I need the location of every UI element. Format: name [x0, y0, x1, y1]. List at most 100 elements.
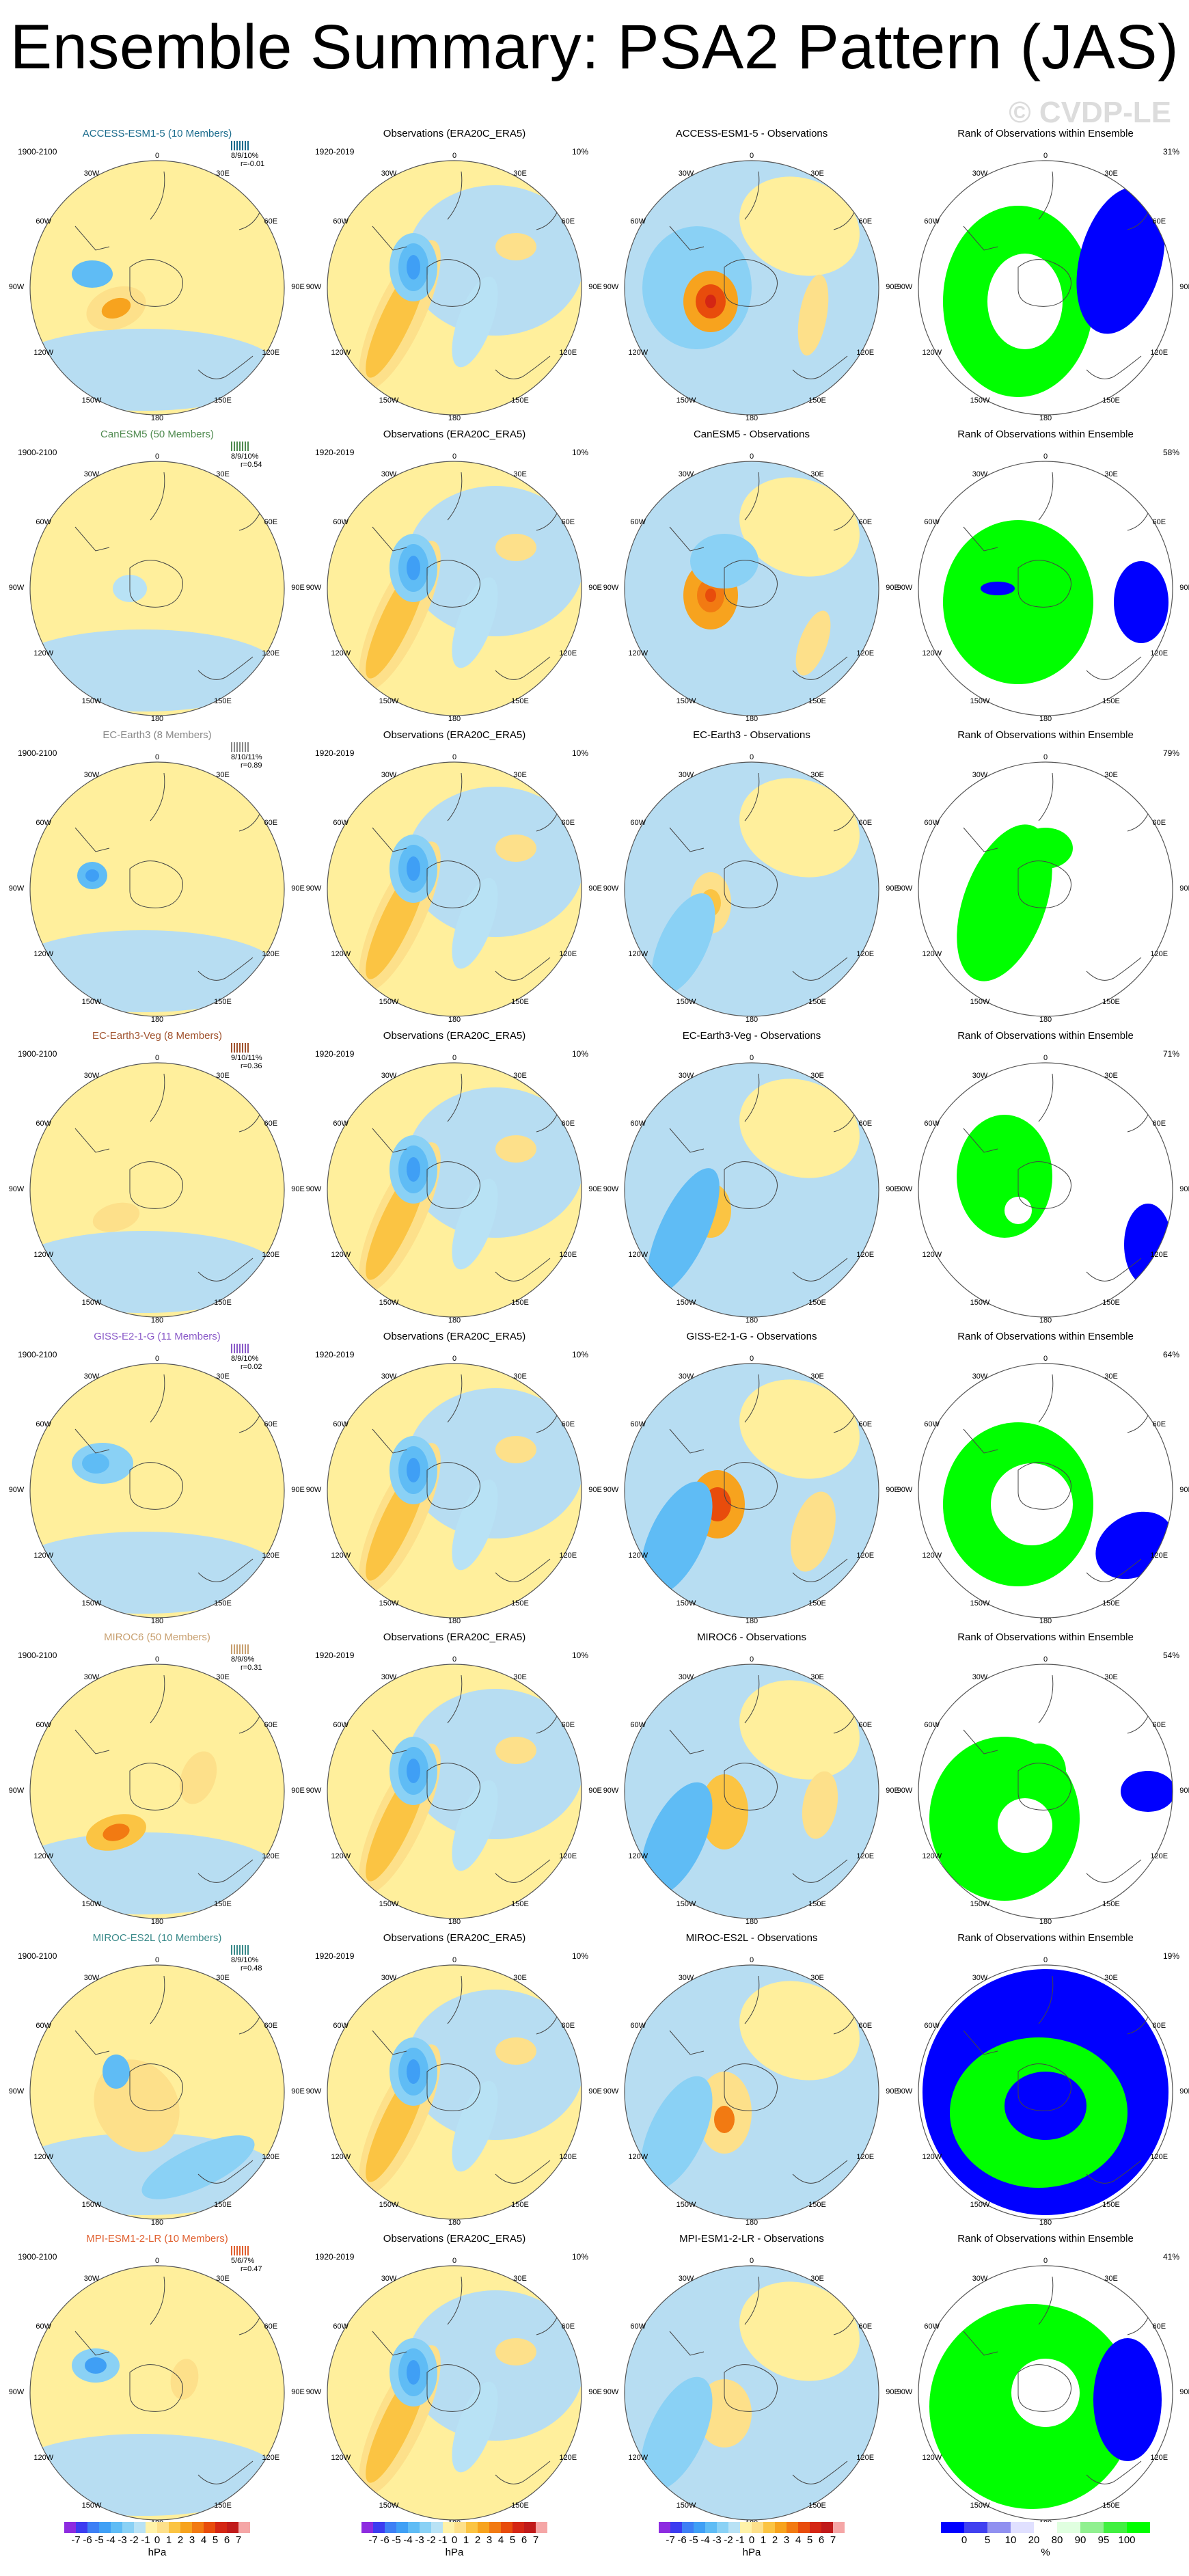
rank-region [1011, 1744, 1066, 1798]
lon-label: 90E [291, 2087, 305, 2096]
anomaly-contour [72, 260, 113, 288]
lon-label: 120W [922, 349, 942, 357]
anomaly-contour [407, 1689, 582, 1839]
stats-percent: 8/9/10% [231, 452, 259, 461]
rank-pct-label: 71% [1162, 1049, 1179, 1059]
lon-label: 120E [559, 1852, 577, 1860]
polar-map [29, 1062, 285, 1318]
rank-title: Rank of Observations within Ensemble [957, 1932, 1134, 1944]
anomaly-contour [407, 1990, 582, 2140]
lon-label: 60E [264, 217, 278, 226]
anomaly-contour [690, 534, 758, 588]
colorbar-swatch [1034, 2522, 1057, 2533]
lon-label: 60E [1152, 1420, 1166, 1428]
lon-label: 0 [452, 152, 457, 160]
anomaly-contour [495, 2037, 536, 2065]
lon-label: 30E [216, 1973, 230, 1982]
anomaly-contour [452, 1479, 498, 1571]
stats-percent: 8/9/10% [231, 152, 259, 160]
anomaly-contour [739, 1079, 860, 1178]
colorbar-tick-label: -4 [403, 2534, 413, 2546]
lon-label: 90W [897, 2388, 913, 2396]
lon-label: 120E [856, 349, 875, 357]
lon-label: 90W [305, 584, 322, 592]
lon-label: 150E [808, 396, 826, 405]
lon-label: 150E [214, 1299, 232, 1307]
lon-label: 90W [305, 283, 322, 291]
anomaly-contour [640, 1782, 713, 1897]
polar-map [624, 1664, 879, 1919]
obs-pct-label: 10% [571, 147, 588, 157]
period-label: 1900-2100 [18, 1049, 57, 1059]
lon-label: 120W [33, 1852, 54, 1860]
lon-label: 90W [603, 283, 619, 291]
lon-label: 120E [262, 950, 280, 958]
stats-correlation: r=0.02 [241, 1363, 262, 1371]
ensemble-spread-icon [231, 1343, 262, 1354]
lon-label: 90W [897, 283, 913, 291]
lon-label: 60E [858, 518, 873, 526]
colorbar-tick-label: 4 [795, 2534, 802, 2546]
model-panel: CanESM5 (50 Members) 1900-2100 8/9/10% r=0.… [9, 427, 305, 723]
anomaly-contour [797, 274, 829, 356]
obs-pct-label: 10% [571, 1049, 588, 1059]
lon-label: 60W [333, 518, 349, 526]
coastline [963, 1675, 1149, 1883]
lon-label: 60W [36, 1721, 52, 1729]
anomaly-contour [407, 1388, 582, 1538]
anomaly-contour [407, 2059, 420, 2084]
lon-label: 120W [331, 649, 351, 657]
lon-label: 90E [886, 1486, 899, 1494]
rank-map [918, 2265, 1173, 2521]
map-border [624, 1062, 879, 1318]
lon-label: 120W [331, 349, 351, 357]
lon-label: 120E [262, 1551, 280, 1560]
lon-label: 60E [264, 2022, 278, 2030]
lon-label: 30E [513, 1672, 527, 1681]
lon-label: 30E [216, 770, 230, 779]
lon-label: 120W [922, 2454, 942, 2462]
lon-label: 0 [154, 753, 160, 761]
colorbar-swatch [373, 2522, 385, 2533]
lon-label: 60E [1152, 1120, 1166, 1128]
lon-label: 90E [588, 1486, 602, 1494]
lon-label: 120E [856, 1251, 875, 1259]
obs-title: Observations (ERA20C_ERA5) [383, 429, 526, 440]
rank-region [981, 582, 1015, 595]
anomaly-contour [495, 1135, 536, 1163]
diff-title: EC-Earth3-Veg - Observations [682, 1030, 821, 1042]
colorbar-swatch [536, 2522, 547, 2533]
diff-title: EC-Earth3 - Observations [693, 729, 810, 741]
obs-pct-label: 10% [571, 2252, 588, 2262]
lon-label: 150E [214, 998, 232, 1007]
lon-label: 60W [333, 217, 349, 226]
lon-label: 90E [886, 1787, 899, 1795]
colorbar-unit: % [1041, 2547, 1050, 2558]
lon-label: 180 [745, 1316, 758, 1325]
lon-label: 120E [1150, 1852, 1168, 1860]
diff-title: MIROC-ES2L - Observations [685, 1932, 818, 1944]
lon-label: 30E [513, 770, 527, 779]
coastline [372, 2276, 558, 2484]
lon-label: 30E [513, 169, 527, 178]
polar-map [327, 1062, 582, 1318]
lon-label: 150W [970, 1599, 990, 1608]
lon-label: 150E [808, 2502, 826, 2510]
lon-label: 90E [588, 1787, 602, 1795]
lon-label: 30E [810, 1672, 824, 1681]
colorbar-tick-label: -1 [735, 2534, 745, 2546]
model-title: EC-Earth3-Veg (8 Members) [92, 1030, 223, 1042]
map-border [29, 1964, 285, 2220]
map-border [29, 1664, 285, 1919]
lon-label: 30W [381, 169, 397, 178]
stats-percent: 5/6/7% [231, 2257, 255, 2265]
lon-label: 90E [588, 884, 602, 893]
lon-label: 60W [333, 1420, 349, 1428]
lon-label: 90W [305, 1486, 322, 1494]
rank-title: Rank of Observations within Ensemble [957, 729, 1134, 741]
colorbar-swatch [810, 2522, 821, 2533]
lon-label: 90W [8, 283, 25, 291]
coastline [74, 1675, 260, 1883]
lon-label: 30E [1104, 470, 1118, 478]
obs-period-label: 1920-2019 [315, 1049, 355, 1059]
